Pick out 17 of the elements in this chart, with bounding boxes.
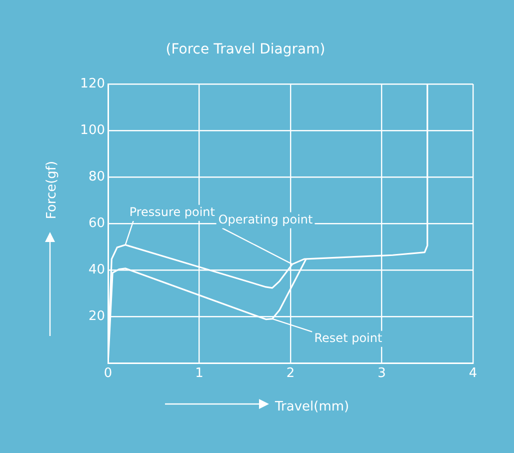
y-tick-label: 20: [88, 308, 105, 324]
chart-title: (Force Travel Diagram): [166, 42, 326, 58]
y-tick-label: 40: [88, 262, 105, 278]
x-tick-label: 0: [104, 366, 112, 382]
y-tick-label: 80: [88, 169, 105, 184]
x-axis-title: Travel(mm): [274, 399, 350, 414]
x-tick-label: 2: [286, 366, 295, 382]
y-tick-label: 100: [80, 122, 105, 138]
y-tick-label: 120: [80, 76, 105, 92]
x-tick-label: 3: [378, 366, 386, 382]
y-axis-title: Force(gf): [44, 160, 60, 220]
annotation: Operating point: [218, 212, 314, 226]
x-tick-label: 1: [195, 366, 204, 382]
annotation: Reset point: [314, 330, 382, 345]
y-tick-label: 60: [88, 216, 105, 231]
annotation: Pressure point: [129, 205, 216, 220]
x-tick-label: 4: [468, 366, 478, 382]
